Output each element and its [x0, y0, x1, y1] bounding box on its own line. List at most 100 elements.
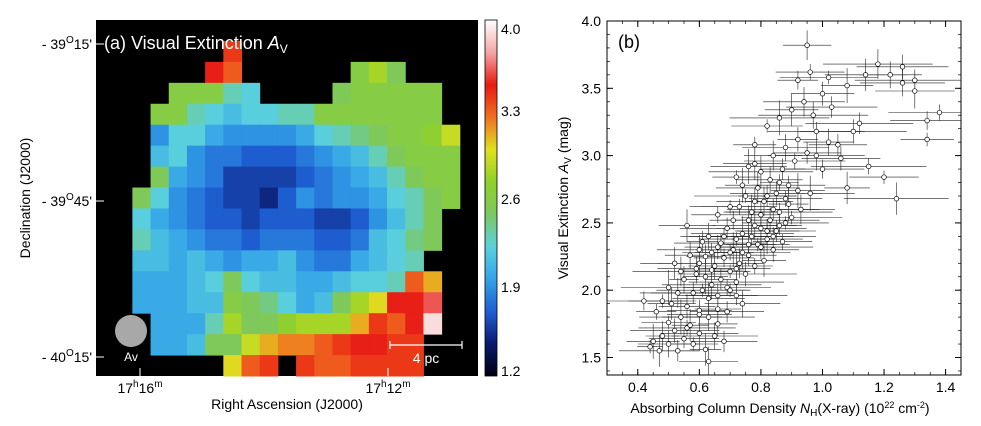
scatter-point	[912, 88, 918, 94]
heatmap-cell	[368, 145, 388, 168]
scatter-point	[675, 290, 681, 296]
scatter-point	[730, 217, 736, 223]
heatmap-cell	[350, 61, 370, 84]
scatter-point	[838, 155, 844, 161]
scatter-point	[785, 182, 792, 188]
scatter-x-axis-label: Absorbing Column Density NH(X-ray) (1022…	[630, 400, 929, 419]
heatmap-cell	[205, 82, 224, 105]
heatmap-cell	[405, 124, 424, 147]
heatmap-cell	[350, 271, 370, 293]
heatmap-cell	[405, 250, 424, 272]
scatter-point	[875, 61, 881, 67]
heatmap-cell	[387, 355, 406, 377]
heatmap-cell	[132, 271, 152, 293]
scatter-point	[705, 295, 712, 301]
heatmap-cell	[186, 334, 206, 356]
heatmap-cell	[241, 166, 261, 189]
scatter-point	[715, 292, 721, 299]
heatmap-cell	[314, 124, 333, 147]
heatmap-cell	[186, 103, 206, 126]
heatmap-cell	[223, 271, 243, 293]
scatter-point	[668, 301, 675, 307]
scatter-point	[684, 303, 690, 310]
scatter-point	[672, 327, 678, 334]
scatter-point	[807, 69, 813, 75]
heatmap-cell	[223, 334, 243, 356]
heatmap-cell	[368, 166, 388, 189]
scatter-point	[792, 158, 798, 164]
scatter-point	[804, 150, 810, 156]
scatter-point	[739, 231, 746, 237]
heatmap-cell	[241, 187, 261, 209]
heatmap-cell	[223, 145, 243, 168]
dec-tick-labels: - 39O15' - 39O45' - 40O15'	[42, 35, 92, 365]
heatmap-cell	[368, 103, 388, 126]
scatter-point	[810, 112, 816, 118]
heatmap-cell	[223, 229, 243, 251]
scatter-point	[702, 253, 709, 260]
y-tick-label: 2.5	[582, 215, 602, 231]
heatmap-cell	[132, 187, 152, 209]
scatter-axis-ticks: 0.4 0.6 0.8 1.0 1.2 1.4 1.5 2.0 2.5 3.0 3.5 4.0	[582, 13, 962, 395]
scatter-point	[659, 333, 666, 339]
scatter-point	[776, 179, 783, 186]
heatmap-cell	[241, 250, 261, 272]
scatter-point	[829, 104, 835, 110]
scatter-point	[653, 309, 659, 315]
heatmap-cell	[296, 229, 315, 251]
heatmap-cell	[168, 166, 188, 189]
scatter-point	[912, 77, 918, 83]
heatmap-cell	[150, 334, 170, 356]
heatmap-cell	[259, 334, 279, 356]
heatmap-cell	[423, 271, 443, 293]
heatmap-cell	[223, 124, 243, 147]
heatmap-cell	[441, 145, 461, 168]
heatmap-cell	[368, 187, 388, 209]
heatmap-cell	[332, 355, 352, 377]
heatmap-cell	[296, 271, 315, 293]
heatmap-cell	[350, 292, 370, 314]
heatmap-cell	[423, 187, 443, 209]
scatter-point	[881, 174, 887, 180]
heatmap-cell	[350, 166, 370, 189]
heatmap-cell	[277, 292, 297, 314]
scatter-point	[739, 249, 746, 256]
heatmap-cell	[186, 187, 206, 209]
scatter-point	[844, 82, 850, 89]
heatmap-cell	[296, 145, 315, 168]
heatmap-cell	[186, 250, 206, 272]
heatmap-cell	[405, 355, 424, 377]
heatmap-cell	[296, 292, 315, 314]
heatmap-cell	[259, 208, 279, 230]
heatmap-cell	[259, 271, 279, 293]
scatter-point	[641, 298, 647, 304]
scatter-point	[764, 236, 770, 242]
heatmap-cell	[332, 187, 352, 209]
heatmap-cell	[387, 208, 406, 230]
scatter-point	[718, 276, 724, 283]
heatmap-cell	[405, 292, 424, 314]
scatter-point	[835, 142, 841, 148]
ra-tick-labels: 17h16m 17h12m	[117, 379, 410, 396]
scatter-point	[767, 177, 773, 183]
scatter-point	[745, 217, 752, 223]
heatmap-cell	[259, 250, 279, 272]
heatmap-cell	[259, 103, 279, 126]
heatmap-cell	[296, 187, 315, 209]
dec-label-3: - 40O15'	[42, 348, 92, 365]
heatmap-cell	[168, 313, 188, 335]
y-tick-label: 1.5	[582, 350, 602, 366]
heatmap-cell	[405, 82, 424, 105]
beam-size-circle	[115, 315, 147, 347]
heatmap-cell	[423, 145, 443, 168]
heatmap-cell	[168, 187, 188, 209]
y-tick-label: 4.0	[582, 13, 602, 29]
scatter-point	[755, 185, 761, 191]
heatmap-cell	[241, 82, 261, 105]
scatter-point	[745, 252, 752, 258]
scatter-point	[727, 287, 733, 293]
scatter-point	[819, 91, 826, 97]
scatter-point	[776, 222, 783, 229]
heatmap-cell	[314, 166, 333, 189]
